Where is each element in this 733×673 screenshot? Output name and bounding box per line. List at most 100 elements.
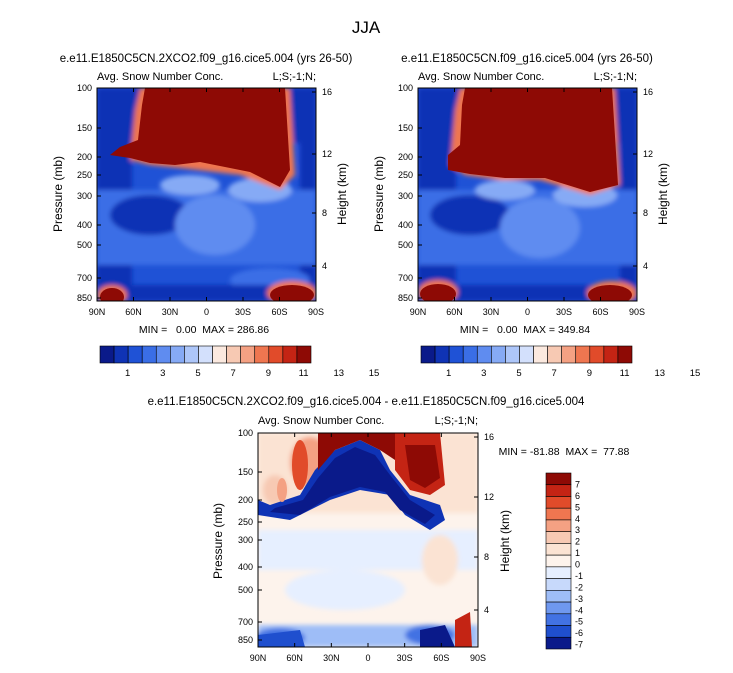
colorbar-label: 4: [575, 514, 580, 524]
y-tick-label: 100: [77, 83, 92, 93]
y-tick-label: 700: [238, 617, 253, 627]
colorbar-label: 15: [369, 368, 380, 379]
colorbar-label: 6: [575, 491, 580, 501]
panel-3-y2label: Height (km): [498, 510, 512, 572]
colorbar-swatch: [226, 345, 241, 364]
y-tick-label: 300: [398, 191, 413, 201]
colorbar-label: 9: [587, 368, 592, 379]
x-tick-label: 30S: [556, 307, 572, 317]
colorbar-label: 7: [575, 479, 580, 489]
panel-3-axes: 90N 60N 30N 0 30S 60S 90S 100 150 200 250 300 400 500…: [238, 428, 494, 663]
y-tick-label: 250: [238, 517, 253, 527]
panel-1-title: e.e11.E1850C5CN.2XCO2.f09_g16.cice5.004 …: [60, 53, 353, 65]
x-tick-label: 90S: [308, 307, 324, 317]
y-tick-label: 150: [238, 467, 253, 477]
colorbar-label: 11: [299, 368, 309, 379]
y-tick-label: 400: [398, 220, 413, 230]
y2-tick-label: 12: [643, 149, 653, 159]
panel-2-colorbar: 1 3 5 7 9 11 13 15: [420, 345, 700, 379]
x-tick-label: 90N: [89, 307, 106, 317]
colorbar-swatch: [170, 345, 185, 364]
colorbar-label: 11: [620, 368, 630, 379]
colorbar-swatch: [617, 345, 633, 364]
panel-2-corner-label: L;S;-1;N;: [594, 71, 637, 83]
y-tick-label: 200: [77, 152, 92, 162]
panel-1-corner-label: L;S;-1;N;: [273, 71, 316, 83]
colorbar-label: 7: [231, 368, 236, 379]
panel-3-corner-label: L;S;-1;N;: [435, 415, 478, 427]
colorbar-swatch: [155, 345, 171, 364]
x-tick-label: 60S: [433, 653, 449, 663]
panel-2-variable: Avg. Snow Number Conc.: [418, 71, 544, 83]
panel-1-y2label: Height (km): [335, 163, 349, 225]
colorbar-label: 3: [481, 368, 486, 379]
y-tick-label: 700: [398, 273, 413, 283]
y-tick-label: 850: [398, 293, 413, 303]
y2-tick-label: 8: [643, 208, 648, 218]
colorbar-swatch: [448, 345, 464, 364]
panel-1-axes: 90N 60N 30N 0 30S 60S 90S 100 150 200 250 300 400 500…: [77, 83, 332, 317]
colorbar-swatch: [589, 345, 605, 364]
colorbar-swatch: [545, 496, 572, 509]
x-tick-label: 0: [525, 307, 530, 317]
panel-1-stats: MIN = 0.00 MAX = 286.86: [139, 324, 269, 336]
x-tick-label: 90S: [629, 307, 645, 317]
panel-1-colorbar: 1 3 5 7 9 11 13 15: [99, 345, 380, 379]
colorbar-swatch: [545, 531, 572, 544]
x-tick-label: 60S: [592, 307, 608, 317]
colorbar-swatch: [545, 590, 572, 603]
colorbar-swatch: [296, 345, 312, 364]
colorbar-label: 7: [552, 368, 557, 379]
panel-3-ylabel: Pressure (mb): [211, 503, 225, 579]
colorbar-label: -5: [575, 617, 583, 627]
figure-title: JJA: [352, 18, 381, 37]
y2-tick-label: 12: [322, 149, 332, 159]
colorbar-label: -3: [575, 594, 583, 604]
colorbar-swatch: [545, 507, 572, 521]
colorbar-label: 13: [334, 368, 345, 379]
panel-2-title: e.e11.E1850C5CN.f09_g16.cice5.004 (yrs 2…: [401, 53, 653, 65]
panel-3-stats: MIN = -81.88 MAX = 77.88: [499, 446, 630, 458]
colorbar-swatch: [491, 345, 506, 364]
y-tick-label: 100: [398, 83, 413, 93]
x-tick-label: 30N: [483, 307, 500, 317]
panel-2-field: [418, 88, 637, 301]
panel-3-colorbar: 7 65 43 21 0-1-2 -3-4 -5-6 -7: [545, 472, 583, 650]
y-tick-label: 400: [77, 220, 92, 230]
panel-2: e.e11.E1850C5CN.f09_g16.cice5.004 (yrs 2…: [372, 53, 700, 379]
panel-3-variable: Avg. Snow Number Conc.: [258, 415, 384, 427]
panel-2-stats: MIN = 0.00 MAX = 349.84: [460, 324, 590, 336]
x-tick-label: 30S: [397, 653, 413, 663]
colorbar-swatch: [198, 345, 213, 364]
y2-tick-label: 8: [484, 552, 489, 562]
colorbar-label: -4: [575, 605, 583, 615]
colorbar-swatch: [545, 554, 572, 568]
y2-tick-label: 8: [322, 208, 327, 218]
y-tick-label: 300: [77, 191, 92, 201]
x-tick-label: 60N: [125, 307, 142, 317]
y-tick-label: 200: [398, 152, 413, 162]
panel-3-field: [258, 433, 478, 647]
colorbar-swatch: [545, 625, 572, 638]
colorbar-swatch: [545, 578, 572, 591]
colorbar-swatch: [545, 519, 572, 532]
y2-tick-label: 16: [484, 432, 494, 442]
panel-3-title: e.e11.E1850C5CN.2XCO2.f09_g16.cice5.004 …: [148, 396, 585, 408]
colorbar-swatch: [545, 472, 572, 486]
y2-tick-label: 4: [322, 261, 327, 271]
colorbar-swatch: [575, 345, 591, 364]
panel-2-ylabel: Pressure (mb): [372, 156, 386, 232]
colorbar-label: -2: [575, 582, 583, 592]
colorbar-swatch: [561, 345, 577, 364]
y2-tick-label: 16: [643, 87, 653, 97]
panel-2-y2label: Height (km): [656, 163, 670, 225]
colorbar-swatch: [545, 601, 572, 615]
colorbar-swatch: [545, 484, 572, 497]
x-tick-label: 0: [204, 307, 209, 317]
x-tick-label: 60S: [271, 307, 287, 317]
colorbar-label: 5: [516, 368, 521, 379]
y-tick-label: 250: [398, 170, 413, 180]
colorbar-swatch: [141, 345, 157, 364]
panel-2-axes: 90N 60N 30N 0 30S 60S 90S 100 150 200 250 300 400 500…: [398, 83, 653, 317]
